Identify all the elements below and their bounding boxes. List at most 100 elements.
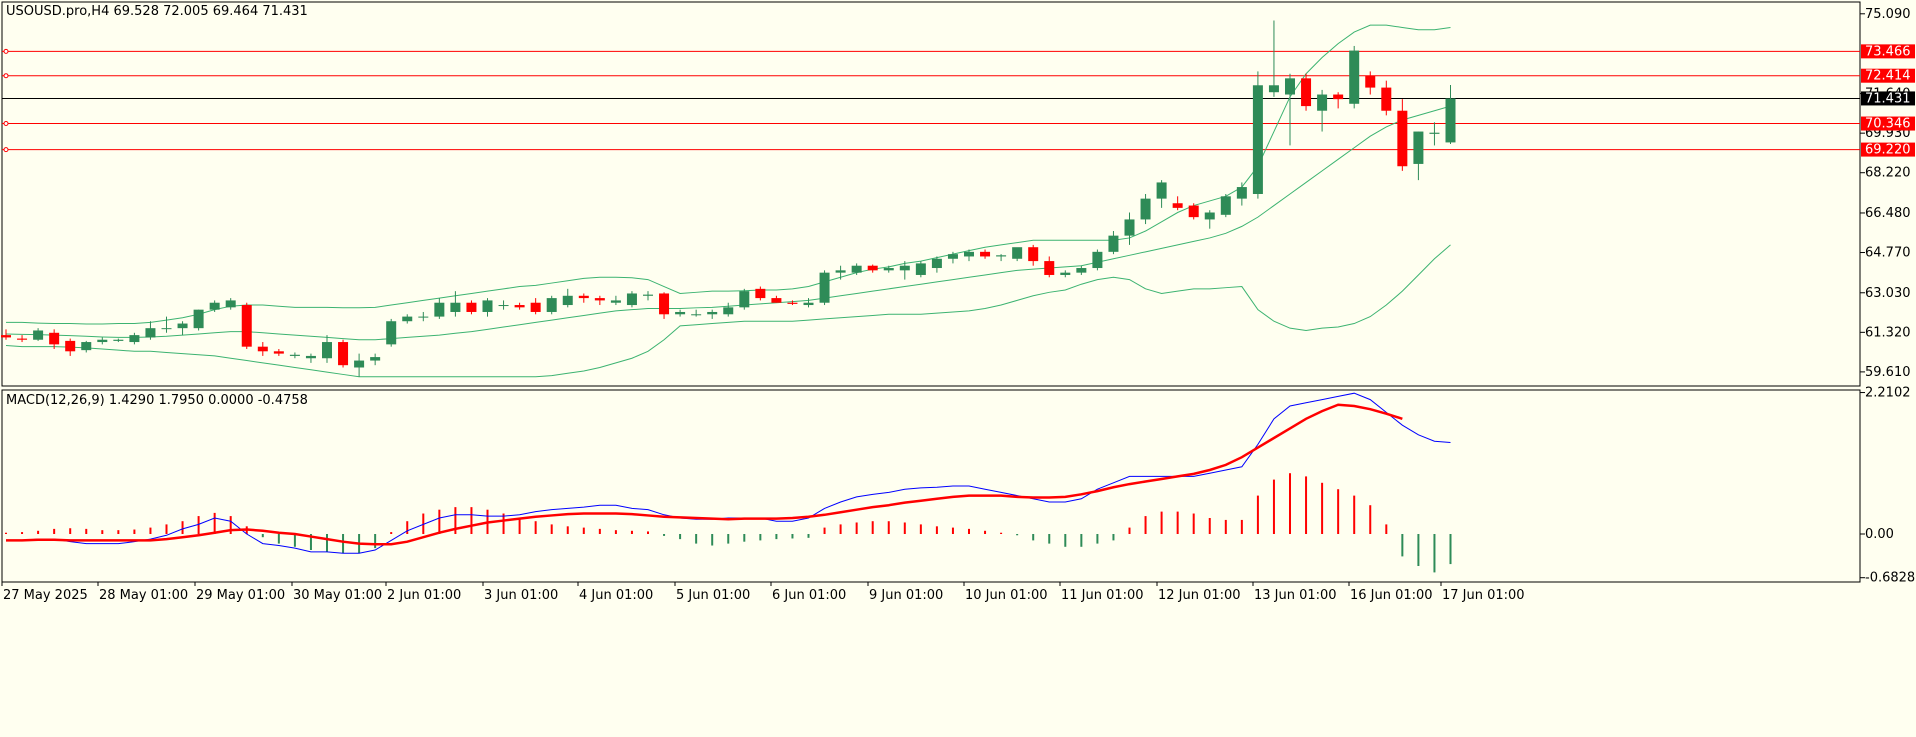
candle-body [1317, 94, 1328, 111]
candle-body [386, 321, 397, 345]
time-axis-label: 5 Jun 01:00 [676, 588, 750, 603]
candle-body [209, 302, 220, 310]
candle-body [1044, 261, 1055, 275]
candle-body [643, 294, 653, 296]
candle-body [931, 258, 942, 269]
price-axis-label: 64.770 [1865, 246, 1911, 261]
candle-body [819, 272, 830, 303]
level-anchor-marker[interactable] [3, 147, 9, 153]
candle-body [1381, 87, 1392, 111]
candle-body [1301, 78, 1312, 107]
level-price-label: 72.414 [1865, 69, 1911, 84]
candle-body [578, 295, 589, 299]
candle-body [707, 311, 718, 315]
candle-body [546, 298, 557, 312]
candle-body [851, 265, 862, 273]
candle-body [498, 305, 509, 307]
candle-body [49, 332, 60, 345]
price-axis-label: 59.610 [1865, 365, 1911, 380]
candle-body [225, 300, 236, 308]
macd-indicator-title: MACD(12,26,9) 1.4290 1.7950 0.0000 -0.47… [6, 393, 308, 408]
candle-body [1188, 205, 1199, 218]
time-axis-label: 16 Jun 01:00 [1350, 588, 1433, 603]
candle-body [65, 340, 76, 352]
candle-body [241, 305, 252, 347]
time-axis-label: 29 May 01:00 [196, 588, 285, 603]
level-anchor-marker[interactable] [3, 121, 9, 127]
candle-body [1397, 110, 1408, 167]
time-axis-label: 12 Jun 01:00 [1158, 588, 1241, 603]
candle-body [1220, 196, 1231, 215]
candle-body [482, 300, 493, 312]
candle-body [17, 338, 28, 340]
candle-body [1108, 235, 1119, 252]
candle-body [915, 263, 926, 275]
level-anchor-marker[interactable] [3, 48, 9, 54]
main-panel-frame [1, 1, 1861, 387]
candle-body [755, 288, 766, 299]
candle-body [1124, 219, 1135, 236]
candle-body [1413, 131, 1424, 164]
level-price-tag [1861, 142, 1915, 157]
level-anchor-marker[interactable] [3, 73, 9, 79]
candle-body [1285, 78, 1295, 95]
candle-body [322, 342, 332, 359]
candle-body [1060, 272, 1071, 275]
level-price-label: 73.466 [1865, 44, 1911, 59]
time-axis-label: 10 Jun 01:00 [965, 588, 1048, 603]
candle-body [1333, 94, 1344, 100]
price-axis-label: 68.220 [1865, 166, 1911, 181]
candle-body [610, 300, 621, 303]
candle-body [113, 339, 124, 341]
candle-body [177, 323, 188, 329]
candle-body [434, 302, 445, 317]
candle-body [193, 309, 204, 329]
candle-body [1092, 251, 1103, 269]
candle-body [980, 251, 991, 257]
macd-panel-frame [1, 389, 1861, 583]
candle-body [771, 298, 782, 303]
candle-body [305, 355, 316, 359]
level-price-tag [1861, 44, 1915, 59]
candle-body [835, 270, 846, 273]
price-axis-label: 63.030 [1865, 286, 1911, 301]
candle-body [1268, 85, 1279, 93]
candle-body [867, 265, 878, 271]
candle-body [354, 360, 365, 368]
macd-axis-label: -0.6828 [1865, 571, 1915, 586]
candle-body [1204, 212, 1215, 220]
candle-body [1140, 198, 1151, 220]
time-axis-label: 4 Jun 01:00 [579, 588, 653, 603]
time-axis-label: 3 Jun 01:00 [484, 588, 558, 603]
time-axis-label: 30 May 01:00 [293, 588, 382, 603]
macd-signal-line [6, 403, 1403, 546]
candle-body [723, 307, 734, 315]
candle-body [1236, 187, 1247, 199]
bollinger-upper-band [6, 24, 1451, 325]
candle-body [883, 268, 894, 271]
candle-body [1252, 85, 1263, 194]
candle-body [947, 254, 958, 259]
bollinger-lower-band [5, 244, 1451, 378]
candle-body [257, 346, 268, 352]
current-price-tag [1861, 91, 1915, 106]
candle-body [803, 302, 814, 306]
candle-body [739, 291, 750, 308]
candle-body [675, 311, 686, 315]
candle-body [530, 302, 541, 312]
candle-body [370, 357, 381, 361]
macd-axis-label: 0.00 [1865, 527, 1894, 542]
level-price-label: 70.346 [1865, 117, 1911, 132]
time-axis-label: 28 May 01:00 [99, 588, 188, 603]
price-axis-label: 66.480 [1865, 206, 1911, 221]
time-axis-label: 9 Jun 01:00 [869, 588, 943, 603]
time-axis-label: 6 Jun 01:00 [772, 588, 846, 603]
candle-body [418, 316, 429, 318]
candle-body [787, 302, 798, 304]
time-axis-label: 27 May 2025 [3, 588, 88, 603]
candle-body [1076, 268, 1087, 273]
candle-body [1365, 76, 1376, 88]
candle-body [1028, 247, 1039, 262]
